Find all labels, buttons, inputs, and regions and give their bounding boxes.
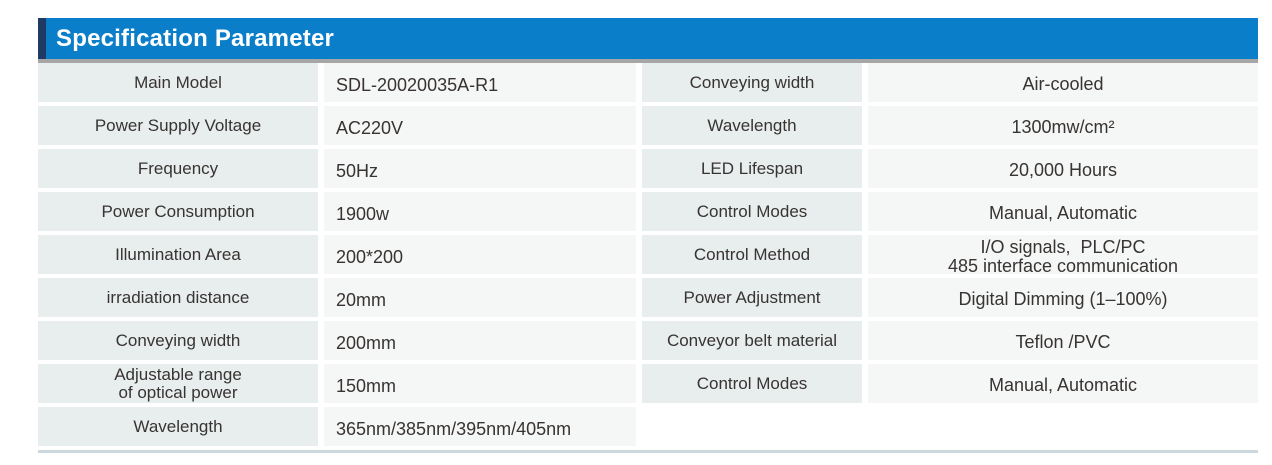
left-param-value: AC220V	[324, 106, 636, 145]
right-param-value: Air-cooled	[868, 63, 1258, 102]
left-param-label: Frequency	[38, 149, 318, 188]
spec-sheet: Specification Parameter Main Model SDL-2…	[38, 18, 1258, 453]
right-param-label: Wavelength	[642, 106, 862, 145]
right-param-value: Digital Dimming (1–100%)	[868, 278, 1258, 317]
right-param-value: 20,000 Hours	[868, 149, 1258, 188]
right-param-label	[642, 407, 862, 446]
right-param-label: LED Lifespan	[642, 149, 862, 188]
right-param-value: I/O signals, PLC/PC 485 interface commun…	[868, 235, 1258, 275]
table-row: Frequency 50Hz LED Lifespan 20,000 Hours	[38, 149, 1258, 188]
left-param-value: 1900w	[324, 192, 636, 231]
spec-header-title: Specification Parameter	[56, 24, 335, 52]
right-param-label: Control Modes	[642, 364, 862, 403]
left-param-label: Adjustable range of optical power	[38, 364, 318, 403]
table-row: Conveying width 200mm Conveyor belt mate…	[38, 321, 1258, 360]
right-param-label: Conveyor belt material	[642, 321, 862, 360]
right-param-label: Control Method	[642, 235, 862, 274]
left-param-label: Power Supply Voltage	[38, 106, 318, 145]
right-param-value: Manual, Automatic	[868, 364, 1258, 403]
left-param-label: Conveying width	[38, 321, 318, 360]
left-param-value: 50Hz	[324, 149, 636, 188]
right-param-label: Control Modes	[642, 192, 862, 231]
table-row: Adjustable range of optical power 150mm …	[38, 364, 1258, 403]
left-param-label: Wavelength	[38, 407, 318, 446]
table-row: Wavelength 365nm/385nm/395nm/405nm	[38, 407, 1258, 446]
left-param-label: Illumination Area	[38, 235, 318, 274]
table-bottom-line	[38, 450, 1258, 453]
header-divider	[38, 59, 1258, 63]
right-param-value: Manual, Automatic	[868, 192, 1258, 231]
table-row: Power Consumption 1900w Control Modes Ma…	[38, 192, 1258, 231]
right-param-value: Teflon /PVC	[868, 321, 1258, 360]
spec-header-bar: Specification Parameter	[38, 18, 1258, 59]
left-param-label: Main Model	[38, 63, 318, 102]
left-param-value: 200mm	[324, 321, 636, 360]
left-param-value: SDL-20020035A-R1	[324, 63, 636, 102]
table-row: irradiation distance 20mm Power Adjustme…	[38, 278, 1258, 317]
right-param-value	[868, 407, 1258, 446]
left-param-value: 20mm	[324, 278, 636, 317]
table-row: Main Model SDL-20020035A-R1 Conveying wi…	[38, 63, 1258, 102]
left-param-value: 150mm	[324, 364, 636, 403]
right-param-value: 1300mw/cm²	[868, 106, 1258, 145]
right-param-label: Conveying width	[642, 63, 862, 102]
left-param-label: Power Consumption	[38, 192, 318, 231]
spec-table: Main Model SDL-20020035A-R1 Conveying wi…	[38, 63, 1258, 446]
left-param-value: 365nm/385nm/395nm/405nm	[324, 407, 636, 446]
table-row: Power Supply Voltage AC220V Wavelength 1…	[38, 106, 1258, 145]
left-param-label: irradiation distance	[38, 278, 318, 317]
table-row: Illumination Area 200*200 Control Method…	[38, 235, 1258, 275]
left-param-value: 200*200	[324, 235, 636, 274]
right-param-label: Power Adjustment	[642, 278, 862, 317]
